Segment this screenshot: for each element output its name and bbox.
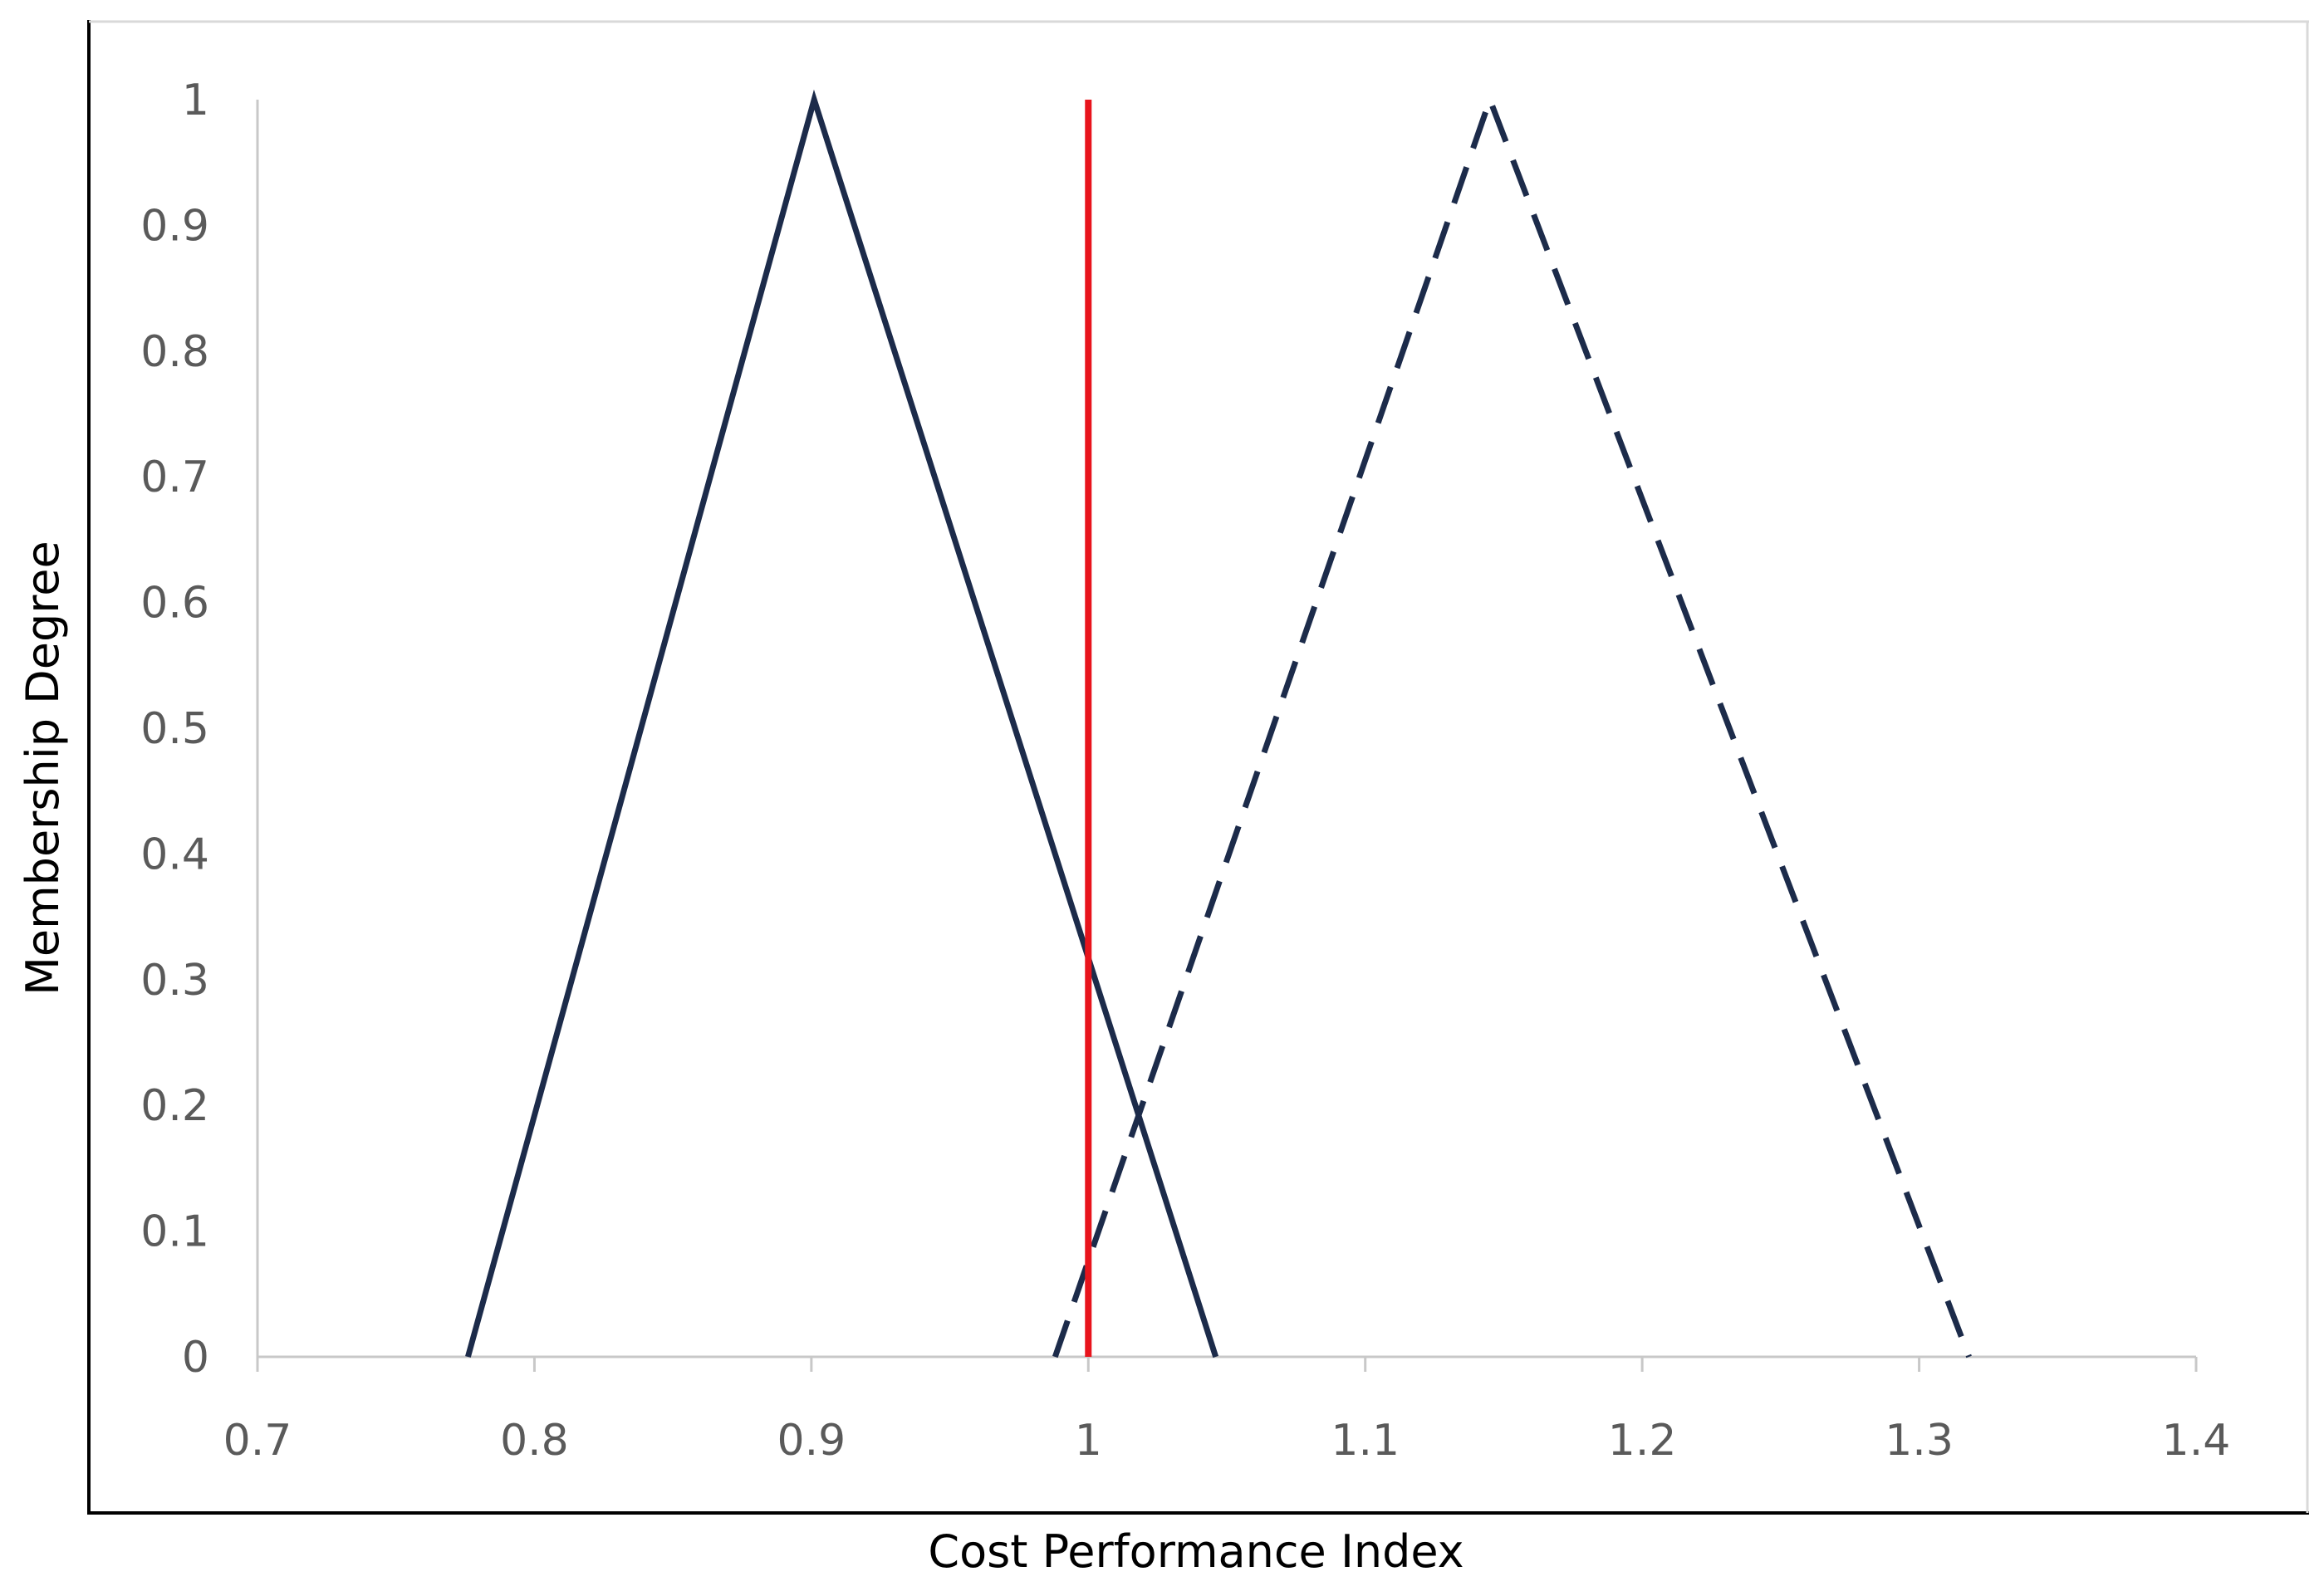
- y-tick-label: 0.2: [140, 1081, 209, 1131]
- axes: [256, 100, 2198, 1372]
- y-axis-title: Membership Degree: [17, 541, 69, 995]
- x-tick-label: 1.2: [1608, 1416, 1677, 1466]
- series-line-dashed: [1052, 91, 1972, 1358]
- y-tick-label: 0.8: [140, 327, 209, 377]
- x-axis-title: Cost Performance Index: [928, 1525, 1464, 1578]
- x-tick-label: 1: [1075, 1416, 1102, 1466]
- x-tick-label: 1.1: [1331, 1416, 1400, 1466]
- y-tick-label: 0.5: [140, 704, 209, 754]
- y-tick-label: 1: [182, 76, 209, 125]
- y-tick-label: 0.3: [140, 956, 209, 1006]
- x-tick-label: 1.3: [1885, 1416, 1954, 1466]
- y-tick-label: 0: [182, 1333, 209, 1383]
- tick-labels: 0.7 0.8 0.9 1 1.1 1.2 1.3 1.4 0 0.1 0.2 0.3 0.4 0.5 0.…: [140, 76, 2230, 1466]
- x-tick-label: 0.7: [223, 1416, 292, 1466]
- y-tick-label: 0.9: [140, 201, 209, 251]
- y-tick-label: 0.1: [140, 1207, 209, 1257]
- x-tick-label: 0.9: [777, 1416, 846, 1466]
- series-line-solid: [465, 89, 1219, 1358]
- y-tick-label: 0.6: [140, 579, 209, 629]
- x-tick-label: 1.4: [2162, 1416, 2231, 1466]
- x-tick-label: 0.8: [500, 1416, 569, 1466]
- y-tick-label: 0.7: [140, 453, 209, 502]
- plot-area: [465, 89, 1972, 1358]
- y-tick-label: 0.4: [140, 830, 209, 879]
